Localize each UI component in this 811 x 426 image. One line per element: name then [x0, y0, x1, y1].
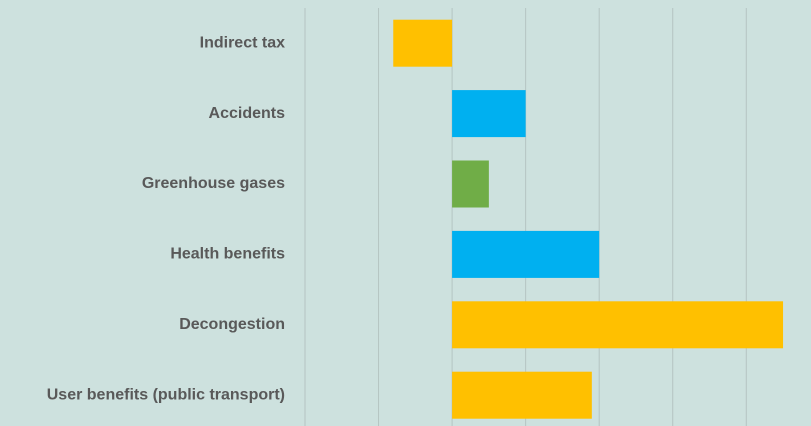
y-tick-label: User benefits (public transport) [47, 386, 285, 403]
bar [452, 371, 592, 419]
bar [452, 301, 784, 349]
bar [393, 19, 453, 67]
bar [452, 160, 489, 208]
y-tick-label: Health benefits [170, 246, 285, 263]
y-tick-label: Greenhouse gases [142, 175, 285, 192]
y-tick-label: Indirect tax [200, 34, 285, 51]
bar [452, 230, 600, 278]
bar [452, 90, 526, 138]
y-tick-label: Decongestion [179, 316, 285, 333]
y-tick-label: Accidents [209, 105, 286, 122]
